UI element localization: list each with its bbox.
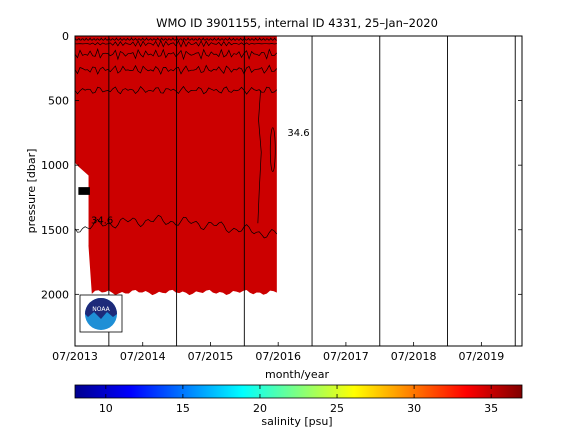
x-tick-label: 07/2018 <box>391 350 437 363</box>
x-tick-label: 07/2019 <box>459 350 505 363</box>
y-axis: 0 500 1000 1500 2000 <box>41 30 522 301</box>
svg-text:NOAA: NOAA <box>92 306 110 313</box>
colorbar-tick-label: 10 <box>99 402 113 415</box>
contour-labels: 34.6 34.6 <box>91 128 310 227</box>
x-axis: 07/2013 07/2014 07/2015 07/2016 07/2017 07/20… <box>52 342 504 363</box>
y-tick-label: 1000 <box>41 159 69 172</box>
plot-frame <box>74 35 523 347</box>
x-tick-label: 07/2017 <box>323 350 369 363</box>
contour-label: 34.6 <box>91 216 113 227</box>
contour-line <box>257 90 262 224</box>
year-grid <box>108 36 516 346</box>
colorbar <box>74 384 523 399</box>
y-tick-label: 1500 <box>41 224 69 237</box>
y-tick-label: 500 <box>48 95 69 108</box>
contour-line <box>269 127 276 173</box>
colorbar-tick-label: 30 <box>407 402 421 415</box>
x-tick-label: 07/2014 <box>120 350 166 363</box>
contour-label: 34.6 <box>287 128 309 139</box>
colorbar-label: salinity [psu] <box>261 415 332 428</box>
x-tick-label: 07/2015 <box>188 350 234 363</box>
colorbar-tick-label: 15 <box>176 402 190 415</box>
colorbar-tick-label: 20 <box>253 402 267 415</box>
salinity-field <box>75 36 277 296</box>
y-axis-label: pressure [dbar] <box>25 149 38 234</box>
salinity-field-area <box>75 36 277 296</box>
x-tick-label: 07/2016 <box>255 350 301 363</box>
y-tick-label: 2000 <box>41 288 69 301</box>
noaa-logo: NOAA <box>79 294 123 333</box>
colorbar-tick-label: 35 <box>484 402 498 415</box>
chart-title: WMO ID 3901155, internal ID 4331, 25–Jan… <box>156 16 438 30</box>
colorbar-ticks: 10 15 20 25 30 35 <box>99 385 498 415</box>
x-axis-label: month/year <box>265 368 329 381</box>
contour-cluster <box>78 187 90 195</box>
x-tick-label: 07/2013 <box>52 350 98 363</box>
y-tick-label: 0 <box>62 30 69 43</box>
colorbar-tick-label: 25 <box>330 402 344 415</box>
